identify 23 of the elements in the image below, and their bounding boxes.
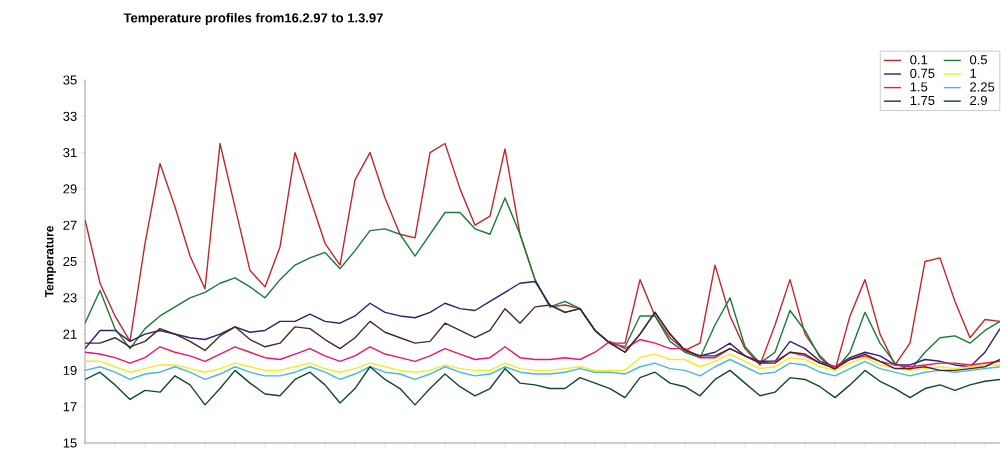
legend-label: 0.5 — [970, 55, 988, 65]
y-axis-title: Temperature — [45, 226, 56, 298]
line-series — [85, 304, 1000, 372]
legend-label: 1.5 — [910, 82, 928, 92]
y-tick-label: 27 — [63, 220, 77, 230]
y-tick-label: 19 — [63, 365, 77, 375]
legend-label: 2.25 — [970, 82, 995, 92]
legend-label: 2.9 — [970, 95, 987, 106]
y-tick-label: 25 — [63, 256, 77, 267]
y-tick-label: 29 — [63, 184, 77, 194]
y-tick-label: 33 — [63, 111, 77, 121]
y-tick-label: 21 — [63, 329, 77, 339]
legend-label: 0.1 — [910, 55, 928, 65]
y-tick-label: 35 — [63, 75, 77, 85]
y-tick-label: 31 — [63, 147, 77, 158]
y-tick-label: 23 — [63, 293, 77, 303]
legend-label: 0.75 — [910, 68, 935, 78]
legend-label: 1.75 — [910, 95, 935, 106]
legend-label: 1 — [970, 68, 977, 78]
y-tick-label: 15 — [63, 438, 77, 448]
chart-title: Temperature profiles from16.2.97 to 1.3.97 — [123, 12, 383, 26]
line-series — [85, 366, 1000, 406]
y-tick-label: 17 — [63, 402, 77, 412]
